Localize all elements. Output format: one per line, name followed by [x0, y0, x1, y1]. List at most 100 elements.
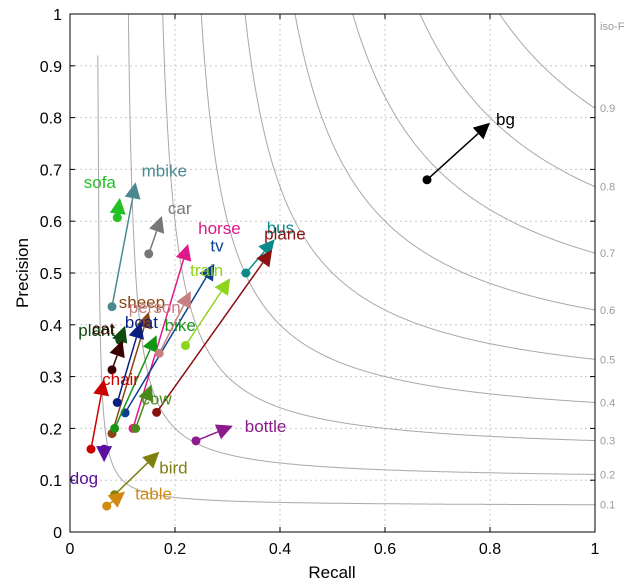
x-tick-label: 0.8 — [479, 541, 501, 558]
y-tick-label: 0.1 — [40, 473, 62, 490]
arrow-head — [93, 379, 109, 397]
category-label: sheep — [119, 293, 165, 312]
start-point — [144, 249, 154, 259]
iso-f-curve — [419, 14, 595, 188]
arrow-head — [149, 216, 165, 234]
iso-f-label: 0.3 — [600, 436, 615, 448]
y-tick-label: 1 — [53, 7, 62, 24]
category-horse: horse — [128, 219, 241, 433]
category-label: train — [190, 261, 223, 280]
x-axis-label: Recall — [308, 563, 355, 582]
category-mbike: mbike — [107, 161, 187, 312]
start-point — [154, 348, 164, 358]
category-bike: bike — [110, 316, 196, 433]
arrow-head — [128, 322, 144, 340]
category-label: boat — [125, 313, 158, 332]
category-label: bg — [496, 110, 515, 129]
category-label: bus — [267, 218, 294, 237]
category-label: chair — [102, 370, 139, 389]
arrow-line — [124, 277, 207, 414]
arrow-line — [426, 132, 479, 181]
x-tick-label: 0.2 — [164, 541, 186, 558]
iso-f-curves — [97, 14, 595, 506]
x-tick-label: 1 — [591, 541, 600, 558]
iso-f-label: 0.8 — [600, 182, 615, 194]
category-label: car — [168, 199, 192, 218]
arrow-head — [214, 424, 233, 440]
arrow-line — [132, 259, 185, 429]
y-tick-label: 0.6 — [40, 214, 62, 231]
iso-f-label: 0.5 — [600, 354, 615, 366]
category-cow: cow — [131, 384, 172, 433]
iso-f-label: 0.6 — [600, 305, 615, 317]
start-point — [152, 407, 162, 417]
y-tick-label: 0 — [53, 525, 62, 542]
category-boat: boat — [112, 313, 158, 407]
category-label: person — [129, 298, 181, 317]
iso-f-curve — [352, 14, 595, 254]
y-tick-label: 0.8 — [40, 111, 62, 128]
arrow-head — [472, 122, 490, 140]
category-train: train — [181, 261, 231, 351]
category-dog: dog — [70, 444, 113, 488]
iso-f-label: 0.2 — [600, 469, 615, 481]
start-point — [99, 444, 109, 454]
iso-f-curve — [97, 55, 595, 506]
category-bottle: bottle — [191, 417, 287, 446]
grid-lines — [70, 14, 595, 532]
category-label: table — [135, 485, 172, 504]
category-person: person — [129, 291, 191, 358]
iso-f-curve — [244, 14, 595, 360]
arrow-line — [116, 337, 138, 403]
y-tick-label: 0.4 — [40, 318, 62, 335]
arrow-line — [156, 262, 264, 413]
category-chair: chair — [86, 370, 139, 454]
start-point — [181, 341, 190, 351]
start-point — [102, 501, 112, 511]
category-table: table — [102, 485, 172, 511]
start-point — [107, 365, 117, 375]
category-cat: cat — [92, 319, 125, 375]
arrow-head — [109, 197, 126, 215]
start-point — [191, 436, 201, 446]
y-tick-label: 0.5 — [40, 266, 62, 283]
start-point — [107, 302, 117, 312]
iso-f-curve — [127, 14, 595, 475]
category-label: dog — [70, 469, 98, 488]
arrow-line — [90, 394, 102, 450]
start-point — [86, 444, 96, 454]
category-plane: plane — [152, 225, 306, 417]
arrow-head — [124, 182, 141, 200]
category-label: bird — [159, 459, 187, 478]
category-car: car — [144, 199, 192, 259]
arrow-head — [256, 249, 273, 268]
y-tick-label: 0.7 — [40, 162, 62, 179]
iso-f-label: 0.4 — [600, 398, 615, 410]
category-label: plane — [264, 225, 306, 244]
iso-f-curve — [162, 14, 595, 442]
iso-f-label: 0.7 — [600, 248, 615, 260]
arrow-line — [114, 462, 149, 496]
category-label: bike — [165, 316, 196, 335]
y-tick-label: 0.9 — [40, 59, 62, 76]
category-label: mbike — [142, 161, 187, 180]
x-tick-label: 0.6 — [374, 541, 396, 558]
arrow-head — [109, 340, 125, 359]
start-point — [131, 423, 141, 433]
start-point — [112, 398, 122, 407]
arrow-head — [142, 451, 160, 469]
arrow-head — [107, 491, 126, 508]
category-label: tv — [210, 237, 224, 256]
start-point — [112, 213, 122, 223]
category-label: sofa — [84, 173, 117, 192]
category-label: plant — [78, 321, 115, 340]
iso-f-curve — [200, 14, 595, 403]
category-bg: bg — [422, 110, 515, 185]
y-axis-label: Precision — [13, 238, 32, 308]
axis-ticks: 0 0.2 0.4 0.6 0.8 1 0 0.1 0.2 0.3 0.4 0.5 0.6 0.7 0.8 0… — [40, 7, 600, 558]
category-label: bottle — [245, 417, 287, 436]
arrow-head — [175, 244, 192, 262]
category-label: horse — [198, 219, 241, 238]
